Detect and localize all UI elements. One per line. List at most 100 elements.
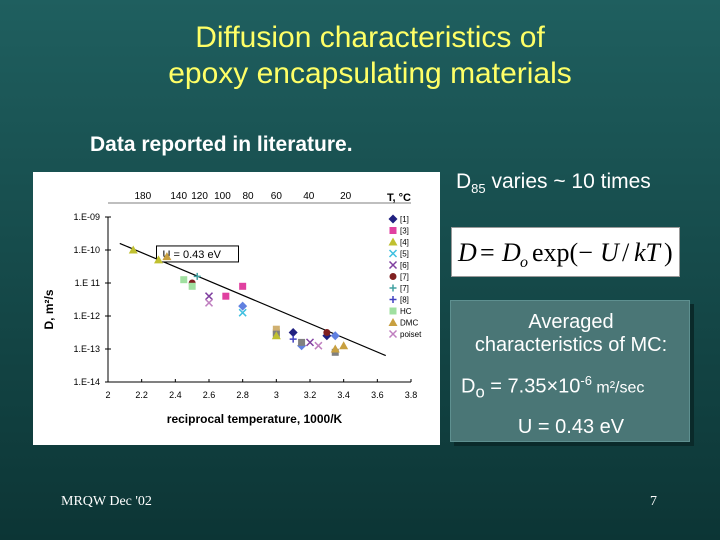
legend-label: DMC [400,319,418,328]
legend-label: HC [400,307,412,316]
legend-label: [7] [400,273,409,282]
x-tick-label: 2 [105,390,110,400]
trend-annotation: U = 0.43 eV [163,249,222,261]
x-tick-label: 3 [274,390,279,400]
d85-subscript: 85 [471,181,486,197]
data-point [289,335,297,343]
d0-number: = 7.35×10 [484,375,581,398]
data-point [238,301,248,311]
svg-text:D: D [457,238,477,267]
x-tick-label: 2.8 [236,390,249,400]
data-point [180,276,188,284]
legend-label: [1] [400,215,409,224]
data-point [239,282,247,290]
chart-svg: 1.E-09 1.E-10 1.E 11 1.E-12 1.E-13 1.E-14 2 2.2… [42,191,422,426]
y-tick-label: 1.E-13 [73,344,100,354]
svg-text:=: = [480,238,495,267]
top-axis-label: T, °C [387,192,411,204]
data-point [330,344,340,353]
svg-text:D: D [501,238,521,267]
data-point [128,245,138,254]
svg-text:exp(−: exp(− [532,238,593,267]
title-line-1: Diffusion characteristics of [195,21,545,54]
data-point [193,272,201,280]
legend-marker [389,307,397,315]
legend-label: [3] [400,227,409,236]
data-point [288,328,298,337]
top-tick-label: 180 [135,191,152,202]
x-tick-label: 2.6 [203,390,216,400]
data-point [271,331,281,340]
top-tick-label: 40 [303,191,315,202]
d85-note: D85 varies ~ 10 times [456,170,651,196]
legend-marker [389,296,397,303]
legend-label: [6] [400,261,409,270]
page-number: 7 [650,494,657,509]
x-tick-label: 3.2 [304,390,317,400]
annotation-box [156,245,239,263]
equation-box: D = D o exp(− U / kT ) [451,227,680,277]
y-tick-label: 1.E-12 [73,311,100,321]
data-point [323,329,331,336]
subtitle: Data reported in literature. [90,133,353,156]
legend-label: [7] [400,284,409,293]
svg-text:U: U [600,238,621,267]
mc-heading-line-1: Averaged [528,311,614,333]
d0-subscript: o [475,382,485,402]
data-point [305,338,315,347]
x-axis-label: reciprocal temperature, 1000/K [167,412,343,426]
d0-exponent: -6 [580,373,592,388]
y-tick-label: 1.E-09 [73,212,100,222]
top-tick-label: 100 [214,191,231,202]
data-point [339,341,349,350]
diffusion-chart: 1.E-09 1.E-10 1.E 11 1.E-12 1.E-13 1.E-14 2 2.2… [33,172,440,445]
activation-energy: U = 0.43 eV [517,416,625,438]
svg-text:/: / [622,238,630,267]
d85-prefix: D [456,170,472,193]
data-point [204,298,214,307]
data-point [204,292,214,301]
legend-marker [388,249,398,258]
equation-graphic: D = D o exp(− U / kT ) [457,238,673,271]
top-tick-label: 140 [170,191,187,202]
legend-marker [389,273,397,280]
data-point [222,292,230,300]
d0-value: Do = 7.35×10-6 m²/sec [461,373,644,403]
data-point [162,252,172,261]
d85-suffix: varies ~ 10 times [485,170,651,193]
legend-marker [388,214,398,224]
mc-characteristics-box: Averaged characteristics of MC: Do = 7.3… [450,300,690,442]
y-tick-label: 1.E-10 [73,245,100,255]
mc-heading: Averaged characteristics of MC: [451,311,691,357]
top-tick-label: 60 [271,191,283,202]
y-tick-label: 1.E 11 [75,278,100,288]
legend-marker [388,329,398,339]
legend-label: [4] [400,238,409,247]
x-tick-label: 3.4 [337,390,350,400]
data-point [154,255,163,264]
slide-title: Diffusion characteristics of epoxy encap… [0,20,720,92]
legend-marker [389,284,397,292]
legend-label: poiset [400,330,422,339]
legend-marker [388,260,398,270]
d0-symbol: D [461,375,476,398]
legend-label: [5] [400,250,409,259]
title-line-2: epoxy encapsulating materials [168,57,572,90]
svg-text:kT: kT [634,238,662,267]
legend-marker [388,237,398,246]
x-tick-label: 3.8 [405,390,418,400]
footer-date: MRQW Dec '02 [61,494,152,509]
svg-text:): ) [664,238,673,267]
mc-heading-line-2: characteristics of MC: [474,334,668,356]
top-tick-label: 20 [340,191,352,202]
top-tick-label: 80 [242,191,254,202]
y-tick-label: 1.E-14 [73,377,100,387]
x-tick-label: 2.4 [169,390,182,400]
data-point [188,282,196,290]
data-point [314,341,323,350]
data-point [298,338,306,346]
x-tick-label: 3.6 [371,390,384,400]
y-axis-label: D, m²/s [42,289,56,329]
legend-label: [8] [400,296,409,305]
d0-unit: m²/sec [591,379,645,397]
